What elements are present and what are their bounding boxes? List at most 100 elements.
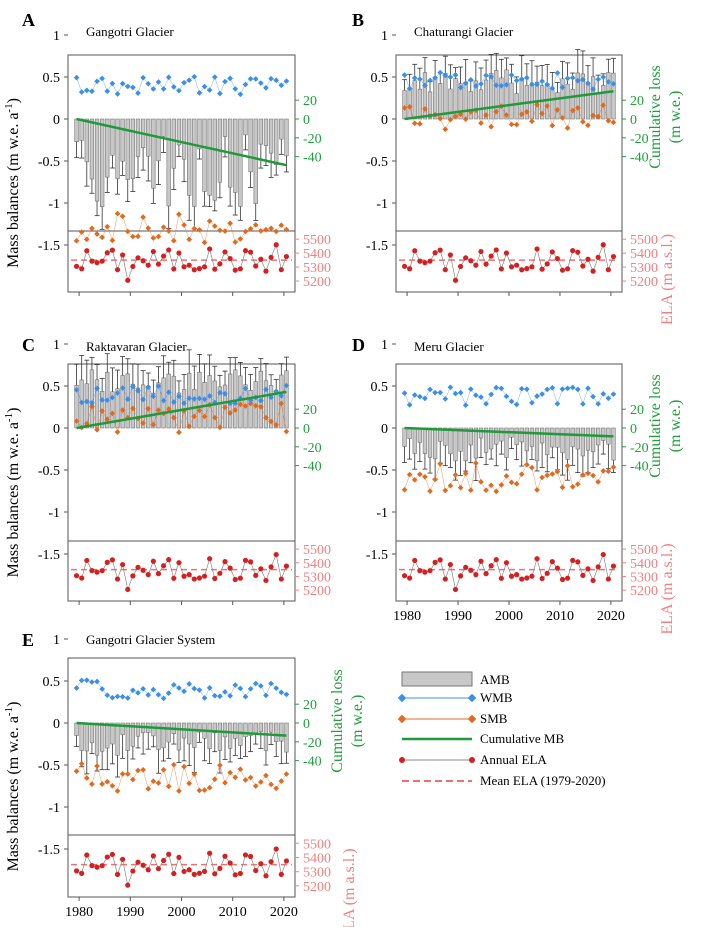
smb-point	[580, 472, 586, 478]
smb-point	[452, 471, 459, 478]
amb-bar	[151, 722, 156, 737]
smb-point	[109, 410, 116, 417]
wmb-point	[590, 86, 596, 93]
wmb-point	[109, 394, 116, 401]
ela-point	[442, 576, 448, 582]
ela-point	[447, 252, 454, 258]
smb-point	[99, 781, 105, 787]
mb-tick-label: -1	[48, 197, 60, 212]
wmb-point	[165, 74, 172, 81]
smb-point	[513, 121, 520, 128]
ela-tick-label: 5400	[630, 557, 658, 572]
smb-point	[201, 787, 208, 793]
panel-c: C Raktavaran Glacier 1 0.5 0 -0.5 -1 -1.5 20 0 -20…	[3, 335, 331, 605]
smb-point	[549, 122, 556, 129]
smb-point	[191, 413, 198, 420]
wmb-point	[605, 79, 612, 85]
amb-bar	[105, 118, 110, 178]
mb-tick-label: -1.5	[38, 239, 60, 254]
smb-point	[268, 225, 274, 232]
ela-point	[585, 566, 591, 572]
ela-point	[79, 575, 85, 581]
smb-point	[247, 226, 254, 232]
smb-point	[145, 786, 152, 792]
ela-line	[404, 553, 614, 591]
smb-point	[488, 482, 494, 489]
smb-point	[130, 233, 136, 240]
ela-point	[585, 256, 591, 262]
smb-point	[559, 484, 566, 491]
smb-point	[170, 761, 177, 768]
ela-point	[222, 853, 228, 859]
ela-point	[212, 871, 218, 877]
wmb-point	[104, 88, 111, 95]
ela-point	[120, 561, 126, 568]
mb-tick-label: 0	[53, 422, 60, 437]
wmb-point	[595, 401, 601, 407]
ela-point	[150, 853, 156, 859]
amb-bar	[284, 722, 289, 753]
wmb-point	[534, 81, 540, 88]
amb-bar	[514, 93, 519, 120]
smb-point	[109, 782, 116, 789]
legend-cumulative-label: Cumulative MB	[480, 731, 564, 746]
ela-point	[412, 248, 418, 254]
smb-point	[242, 777, 249, 783]
wmb-point	[483, 72, 489, 79]
amb-bar	[402, 427, 407, 447]
amb-bar	[514, 427, 519, 445]
amb-bar	[166, 373, 171, 429]
wmb-point	[513, 401, 520, 408]
ela-point	[452, 277, 459, 283]
cumulative-axis-label-2: (m w.e.)	[349, 695, 366, 748]
ela-tick-label: 5200	[303, 275, 331, 290]
ela-point	[559, 576, 566, 583]
ela-line	[76, 553, 287, 591]
amb-bar	[135, 387, 141, 429]
smb-point	[442, 487, 449, 494]
mb-tick-label: 0.5	[43, 675, 61, 690]
ela-point	[457, 573, 464, 579]
amb-bar	[181, 118, 187, 160]
wmb-point	[529, 399, 535, 406]
legend-smb-label: SMB	[480, 711, 508, 726]
ela-point	[595, 254, 601, 260]
amb-bar	[161, 722, 166, 749]
wmb-point	[247, 686, 254, 692]
amb-bar	[243, 118, 248, 136]
mb-tick-label: 0.5	[43, 380, 61, 395]
ela-point	[498, 266, 504, 272]
smb-point	[600, 102, 607, 109]
wmb-point	[574, 386, 581, 393]
ela-point	[447, 561, 454, 568]
smb-point	[227, 410, 233, 416]
amb-bar	[274, 118, 279, 165]
ela-point	[268, 564, 274, 570]
amb-bar	[79, 722, 84, 751]
smb-point	[135, 233, 141, 240]
legend-wmb-marker	[467, 693, 477, 703]
smb-point	[130, 405, 136, 412]
amb-bar	[268, 118, 274, 154]
amb-bar	[473, 427, 479, 459]
wmb-point	[114, 390, 121, 396]
cum-tick-label: 0	[630, 113, 637, 128]
cum-tick-label: 20	[630, 403, 644, 418]
wmb-point	[191, 73, 198, 80]
ela-point	[181, 868, 187, 875]
amb-bar	[585, 83, 591, 120]
ela-point	[253, 572, 259, 579]
ela-point	[452, 586, 459, 593]
smb-point	[417, 121, 423, 127]
wmb-point	[411, 392, 418, 398]
amb-bar	[284, 118, 289, 157]
ela-point	[610, 253, 617, 260]
wmb-point	[165, 389, 172, 396]
ela-point	[73, 263, 80, 269]
amb-bar	[268, 722, 274, 733]
wmb-point	[181, 79, 187, 86]
cum-tick-label: 20	[303, 94, 317, 109]
amb-bar	[187, 118, 192, 196]
smb-point	[83, 236, 90, 243]
smb-point	[569, 107, 576, 114]
